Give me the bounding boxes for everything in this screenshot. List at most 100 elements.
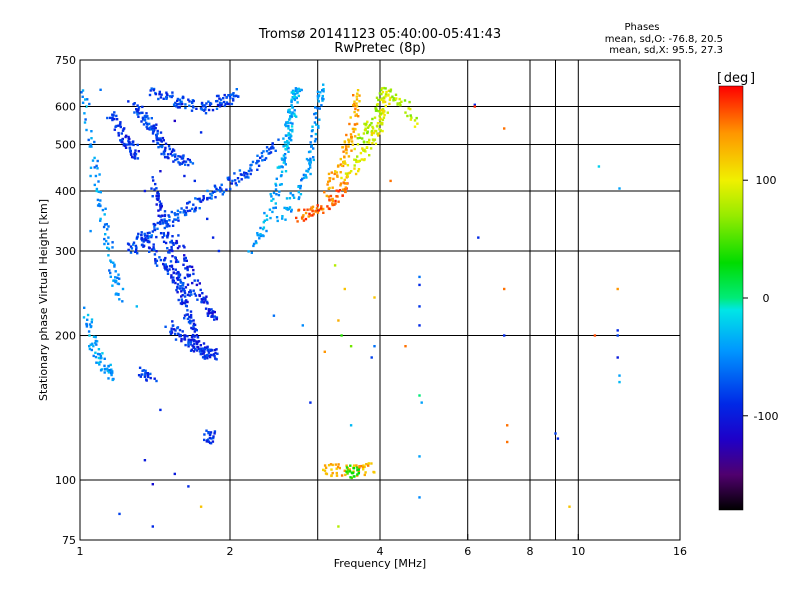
data-point (344, 473, 347, 477)
data-point (287, 142, 290, 146)
data-point (163, 153, 166, 156)
data-point (185, 313, 188, 316)
data-point (346, 164, 350, 167)
data-point (143, 373, 146, 376)
data-point (222, 97, 225, 100)
data-point (166, 223, 170, 226)
data-point (276, 219, 279, 223)
data-point (223, 93, 226, 97)
data-point (185, 206, 188, 209)
data-point (307, 215, 310, 218)
data-point (338, 189, 342, 192)
data-point (161, 222, 165, 225)
data-point (159, 145, 162, 148)
data-point (363, 122, 366, 126)
data-point (370, 122, 373, 125)
data-point (304, 173, 307, 177)
data-point (155, 197, 159, 200)
data-point (291, 122, 294, 125)
data-point (192, 325, 195, 328)
data-point (155, 203, 158, 206)
data-point (150, 234, 153, 237)
data-point (192, 272, 195, 276)
data-point (314, 137, 317, 141)
data-point (168, 265, 172, 268)
data-point (265, 146, 269, 149)
data-point (178, 287, 182, 290)
data-point (385, 90, 388, 94)
x-axis-label: Frequency [MHz] (334, 557, 426, 570)
data-point (220, 103, 223, 107)
data-point (331, 203, 334, 207)
data-point (183, 335, 186, 339)
data-point (158, 256, 161, 259)
data-point (384, 93, 388, 96)
data-point (151, 483, 154, 486)
data-point (194, 294, 198, 297)
data-point (290, 210, 293, 213)
data-point (109, 259, 112, 262)
y-tick-label: 750 (55, 54, 76, 67)
data-point (90, 321, 93, 324)
data-point (171, 220, 175, 223)
data-point (148, 240, 151, 244)
data-point (205, 440, 208, 443)
data-point (93, 140, 96, 144)
data-point (113, 117, 116, 121)
data-point (328, 186, 331, 190)
data-point (378, 128, 381, 131)
data-point (99, 219, 102, 222)
data-point (364, 471, 367, 474)
data-point (210, 437, 213, 440)
data-point (251, 160, 255, 164)
data-point (295, 115, 298, 118)
data-point (186, 283, 190, 286)
data-point (142, 240, 145, 243)
data-point (151, 176, 154, 179)
data-point (276, 166, 279, 169)
data-point (269, 216, 272, 220)
data-point (371, 127, 375, 130)
data-point (317, 209, 321, 212)
data-point (191, 327, 194, 331)
data-point (341, 188, 345, 191)
data-point (234, 182, 237, 185)
data-point (285, 141, 289, 144)
data-point (337, 200, 340, 203)
data-point (291, 128, 294, 132)
data-point (352, 94, 355, 97)
data-point (85, 323, 88, 326)
data-point (331, 186, 334, 189)
data-point (394, 93, 398, 96)
data-point (358, 94, 361, 97)
data-point (137, 115, 140, 118)
data-point (181, 330, 184, 333)
data-point (310, 144, 313, 147)
data-point (408, 100, 411, 104)
data-point (255, 241, 258, 245)
data-point (138, 112, 141, 115)
data-point (316, 90, 320, 93)
data-point (141, 118, 145, 121)
data-point (156, 227, 159, 230)
data-point (181, 102, 184, 106)
data-point (224, 102, 227, 106)
data-point (293, 114, 296, 117)
data-point (277, 193, 281, 197)
data-point (107, 254, 110, 257)
data-point (347, 155, 351, 158)
data-point (187, 343, 190, 346)
data-point (192, 203, 195, 206)
data-point (168, 215, 171, 219)
data-point (202, 197, 205, 200)
data-point (157, 197, 160, 200)
data-point (209, 442, 213, 445)
data-point (152, 140, 155, 143)
data-point (296, 91, 299, 95)
data-point (296, 101, 299, 104)
data-point (140, 233, 143, 237)
data-point (148, 93, 152, 97)
data-point (389, 96, 392, 100)
data-point (229, 187, 232, 191)
data-point (255, 162, 258, 165)
